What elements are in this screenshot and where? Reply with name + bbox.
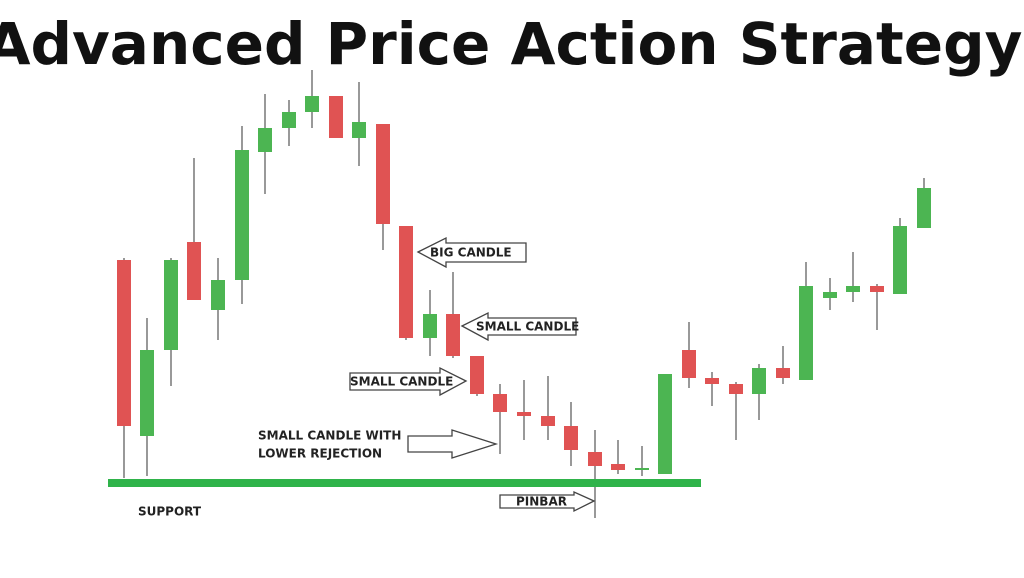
candle-body	[376, 124, 390, 224]
candle-body	[282, 112, 296, 128]
candle-body	[352, 122, 366, 138]
candle-body	[470, 356, 484, 394]
rejection-label: LOWER REJECTION	[258, 447, 382, 461]
candle-body	[682, 350, 696, 378]
candle-body	[211, 280, 225, 310]
candle-body	[729, 384, 743, 394]
arrow	[349, 366, 468, 397]
candle-body	[140, 350, 154, 436]
candle-body	[705, 378, 719, 384]
candle-body	[870, 286, 884, 292]
candle-body	[423, 314, 437, 338]
support-line	[108, 479, 701, 487]
arrow	[499, 490, 596, 513]
rejection-label: SMALL CANDLE WITH	[258, 429, 401, 443]
candle-body	[611, 464, 625, 470]
candle-body	[917, 188, 931, 228]
candle-body	[846, 286, 860, 292]
candle-body	[658, 374, 672, 474]
arrow	[407, 429, 499, 459]
candle-body	[399, 226, 413, 338]
candle-body	[164, 260, 178, 350]
candle-body	[564, 426, 578, 450]
small-candle-label: SMALL CANDLE	[476, 320, 579, 334]
candle-body	[329, 96, 343, 138]
candle-body	[305, 96, 319, 112]
big-candle-label: BIG CANDLE	[430, 246, 512, 260]
candle-body	[635, 468, 649, 470]
candle-body	[752, 368, 766, 394]
candle-body	[541, 416, 555, 426]
candle-body	[893, 226, 907, 294]
candle-body	[776, 368, 790, 378]
candle-body	[493, 394, 507, 412]
arrow	[416, 236, 527, 269]
candle-body	[235, 150, 249, 280]
candle-body	[588, 452, 602, 466]
candle-body	[799, 286, 813, 380]
pinbar-label: PINBAR	[516, 495, 567, 509]
candle-body	[517, 412, 531, 416]
candle-body	[823, 292, 837, 298]
candle-body	[258, 128, 272, 152]
candle-body	[446, 314, 460, 356]
support-label: SUPPORT	[138, 505, 202, 519]
candle-body	[117, 260, 131, 426]
title: Advanced Price Action Strategy	[0, 10, 1022, 78]
candles	[117, 70, 931, 518]
small-candle-label: SMALL CANDLE	[350, 375, 453, 389]
candle-body	[187, 242, 201, 300]
arrow	[460, 311, 577, 342]
